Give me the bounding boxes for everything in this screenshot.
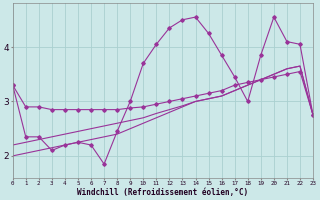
X-axis label: Windchill (Refroidissement éolien,°C): Windchill (Refroidissement éolien,°C) xyxy=(77,188,248,197)
